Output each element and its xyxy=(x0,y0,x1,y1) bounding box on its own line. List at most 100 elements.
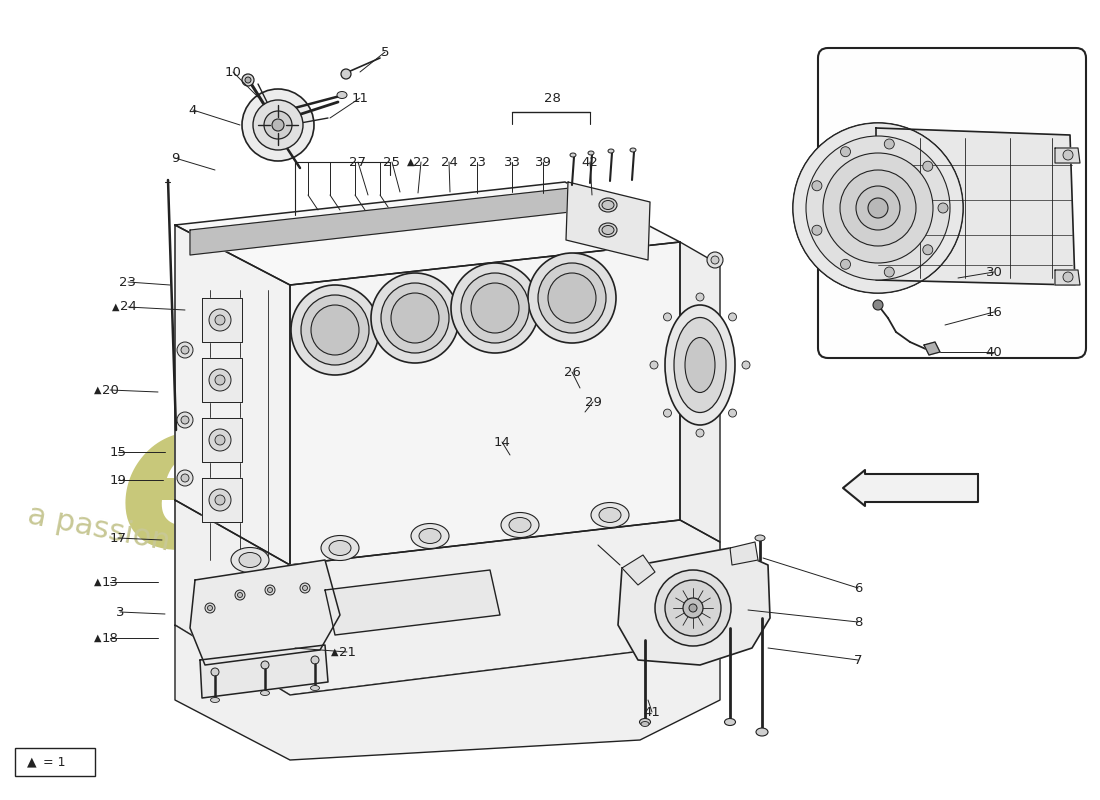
Polygon shape xyxy=(175,500,720,695)
Polygon shape xyxy=(1055,270,1080,285)
Text: 5: 5 xyxy=(381,46,389,58)
Text: 19: 19 xyxy=(110,474,126,486)
Circle shape xyxy=(177,470,192,486)
Polygon shape xyxy=(876,128,1075,285)
Bar xyxy=(15,748,95,776)
Text: 42: 42 xyxy=(582,155,598,169)
Circle shape xyxy=(696,429,704,437)
Text: ▲: ▲ xyxy=(95,633,101,643)
Circle shape xyxy=(812,181,822,190)
Ellipse shape xyxy=(209,429,231,451)
Circle shape xyxy=(242,89,314,161)
Ellipse shape xyxy=(461,273,529,343)
Text: eu: eu xyxy=(118,390,404,590)
Ellipse shape xyxy=(411,523,449,549)
Ellipse shape xyxy=(538,263,606,333)
Circle shape xyxy=(840,259,850,270)
Ellipse shape xyxy=(509,518,531,533)
Ellipse shape xyxy=(588,151,594,155)
Text: 24: 24 xyxy=(120,301,136,314)
Ellipse shape xyxy=(630,148,636,152)
Circle shape xyxy=(1063,150,1072,160)
Ellipse shape xyxy=(471,283,519,333)
Circle shape xyxy=(938,203,948,213)
Text: ▲: ▲ xyxy=(112,302,120,312)
Ellipse shape xyxy=(301,295,368,365)
Text: ▲: ▲ xyxy=(407,157,415,167)
Ellipse shape xyxy=(337,91,346,98)
Ellipse shape xyxy=(321,535,359,561)
Circle shape xyxy=(689,604,697,612)
Text: 7: 7 xyxy=(854,654,862,666)
Text: 40: 40 xyxy=(986,346,1002,358)
Text: ▲: ▲ xyxy=(331,647,339,657)
Ellipse shape xyxy=(390,293,439,343)
Ellipse shape xyxy=(209,309,231,331)
Circle shape xyxy=(341,69,351,79)
Circle shape xyxy=(177,342,192,358)
Text: 28: 28 xyxy=(543,91,560,105)
Polygon shape xyxy=(618,548,770,665)
Polygon shape xyxy=(1055,148,1080,163)
Text: 22: 22 xyxy=(412,155,429,169)
Ellipse shape xyxy=(261,690,270,695)
Text: 23: 23 xyxy=(469,155,485,169)
Circle shape xyxy=(235,590,245,600)
Ellipse shape xyxy=(608,149,614,153)
Circle shape xyxy=(182,474,189,482)
Ellipse shape xyxy=(292,285,379,375)
Circle shape xyxy=(300,583,310,593)
Polygon shape xyxy=(175,225,290,565)
Text: 16: 16 xyxy=(986,306,1002,318)
Polygon shape xyxy=(566,182,650,260)
Circle shape xyxy=(253,100,302,150)
Ellipse shape xyxy=(666,305,735,425)
Text: 26: 26 xyxy=(563,366,581,378)
Ellipse shape xyxy=(685,338,715,393)
Polygon shape xyxy=(202,478,242,522)
Text: 6: 6 xyxy=(854,582,862,594)
FancyBboxPatch shape xyxy=(818,48,1086,358)
Ellipse shape xyxy=(231,547,270,573)
Circle shape xyxy=(265,585,275,595)
Circle shape xyxy=(242,74,254,86)
Circle shape xyxy=(211,668,219,676)
Polygon shape xyxy=(175,182,680,285)
Ellipse shape xyxy=(756,728,768,736)
Text: a passion for parts since 19: a passion for parts since 19 xyxy=(25,501,446,610)
Circle shape xyxy=(650,361,658,369)
Text: 11: 11 xyxy=(352,91,368,105)
Text: = 1: = 1 xyxy=(43,755,66,769)
Ellipse shape xyxy=(674,318,726,413)
Circle shape xyxy=(923,245,933,254)
Circle shape xyxy=(238,593,242,598)
Circle shape xyxy=(663,313,671,321)
Polygon shape xyxy=(680,242,720,542)
Text: 8: 8 xyxy=(854,615,862,629)
Circle shape xyxy=(182,346,189,354)
Ellipse shape xyxy=(239,553,261,567)
Circle shape xyxy=(840,170,916,246)
Ellipse shape xyxy=(214,495,225,505)
Circle shape xyxy=(840,146,850,157)
Ellipse shape xyxy=(591,502,629,527)
Polygon shape xyxy=(843,470,978,506)
Text: 18: 18 xyxy=(101,631,119,645)
Circle shape xyxy=(663,409,671,417)
Ellipse shape xyxy=(214,435,225,445)
Text: 24: 24 xyxy=(441,155,458,169)
Text: 30: 30 xyxy=(986,266,1002,278)
Text: ▲: ▲ xyxy=(28,755,36,769)
Ellipse shape xyxy=(209,369,231,391)
Circle shape xyxy=(261,661,270,669)
Ellipse shape xyxy=(602,226,614,234)
Polygon shape xyxy=(190,188,570,255)
Text: 4: 4 xyxy=(189,103,197,117)
Text: 21: 21 xyxy=(339,646,355,658)
Ellipse shape xyxy=(419,529,441,543)
Ellipse shape xyxy=(548,273,596,323)
Text: 25: 25 xyxy=(384,155,400,169)
Circle shape xyxy=(205,603,214,613)
Ellipse shape xyxy=(209,489,231,511)
Text: 17: 17 xyxy=(110,531,126,545)
